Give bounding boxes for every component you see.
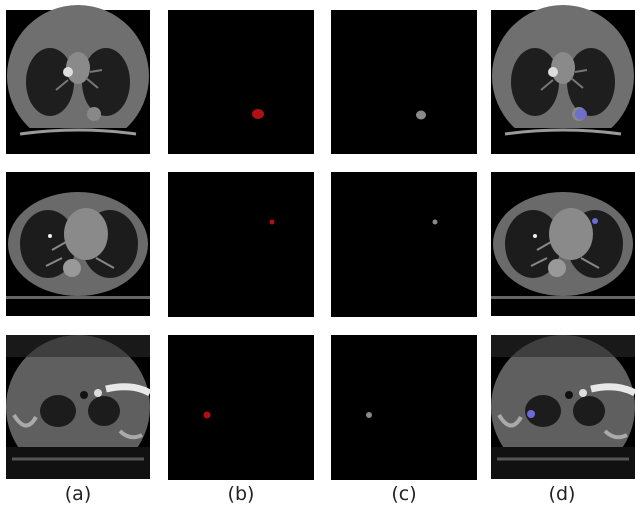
predicted-mask [331,335,477,480]
ground-truth-mask [168,10,314,154]
overlay-image [491,172,635,316]
predicted-mask [331,172,477,317]
ct-image [6,172,150,316]
panel-label: (c) [391,483,416,505]
ct-image [6,335,150,479]
panel-label: (b) [228,483,255,505]
predicted-mask [331,10,477,154]
overlay-image [491,5,635,154]
overlay-image [491,335,635,479]
ct-image [6,5,150,154]
figure: (a) (b) (c) (d) [0,0,635,507]
panel-label: (a) [65,483,91,505]
panel-label: (d) [549,483,576,505]
ground-truth-mask [168,335,314,480]
ground-truth-mask [168,172,314,317]
page: (a) (b) (c) (d) (() => { const data = JS… [0,0,635,507]
